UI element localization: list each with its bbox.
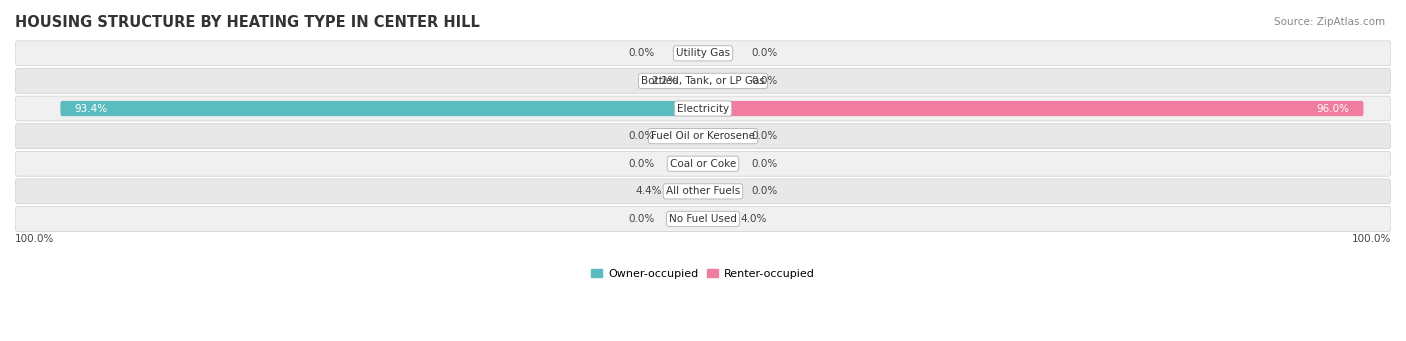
Text: All other Fuels: All other Fuels <box>666 187 740 196</box>
FancyBboxPatch shape <box>703 211 731 226</box>
FancyBboxPatch shape <box>15 96 1391 121</box>
FancyBboxPatch shape <box>15 151 1391 176</box>
Text: Fuel Oil or Kerosene: Fuel Oil or Kerosene <box>651 131 755 141</box>
Text: 0.0%: 0.0% <box>628 131 655 141</box>
Text: Electricity: Electricity <box>676 104 730 114</box>
FancyBboxPatch shape <box>15 124 1391 149</box>
Text: Coal or Coke: Coal or Coke <box>669 159 737 169</box>
Text: 96.0%: 96.0% <box>1317 104 1350 114</box>
Text: 0.0%: 0.0% <box>628 48 655 58</box>
Text: Bottled, Tank, or LP Gas: Bottled, Tank, or LP Gas <box>641 76 765 86</box>
Text: 2.2%: 2.2% <box>651 76 678 86</box>
Legend: Owner-occupied, Renter-occupied: Owner-occupied, Renter-occupied <box>586 265 820 283</box>
FancyBboxPatch shape <box>15 179 1391 204</box>
FancyBboxPatch shape <box>672 184 703 199</box>
FancyBboxPatch shape <box>703 101 1364 116</box>
FancyBboxPatch shape <box>15 41 1391 66</box>
Text: HOUSING STRUCTURE BY HEATING TYPE IN CENTER HILL: HOUSING STRUCTURE BY HEATING TYPE IN CEN… <box>15 15 479 30</box>
FancyBboxPatch shape <box>60 101 703 116</box>
Text: No Fuel Used: No Fuel Used <box>669 214 737 224</box>
Text: 100.0%: 100.0% <box>1351 234 1391 244</box>
Text: 0.0%: 0.0% <box>751 131 778 141</box>
Text: 0.0%: 0.0% <box>751 187 778 196</box>
Text: 0.0%: 0.0% <box>751 159 778 169</box>
FancyBboxPatch shape <box>15 207 1391 232</box>
Text: 4.0%: 4.0% <box>741 214 768 224</box>
FancyBboxPatch shape <box>15 69 1391 93</box>
Text: 0.0%: 0.0% <box>628 214 655 224</box>
Text: Utility Gas: Utility Gas <box>676 48 730 58</box>
FancyBboxPatch shape <box>688 73 703 89</box>
Text: 0.0%: 0.0% <box>751 76 778 86</box>
Text: 0.0%: 0.0% <box>751 48 778 58</box>
Text: 93.4%: 93.4% <box>75 104 107 114</box>
Text: 4.4%: 4.4% <box>636 187 662 196</box>
Text: 0.0%: 0.0% <box>628 159 655 169</box>
Text: Source: ZipAtlas.com: Source: ZipAtlas.com <box>1274 17 1385 27</box>
Text: 100.0%: 100.0% <box>15 234 55 244</box>
